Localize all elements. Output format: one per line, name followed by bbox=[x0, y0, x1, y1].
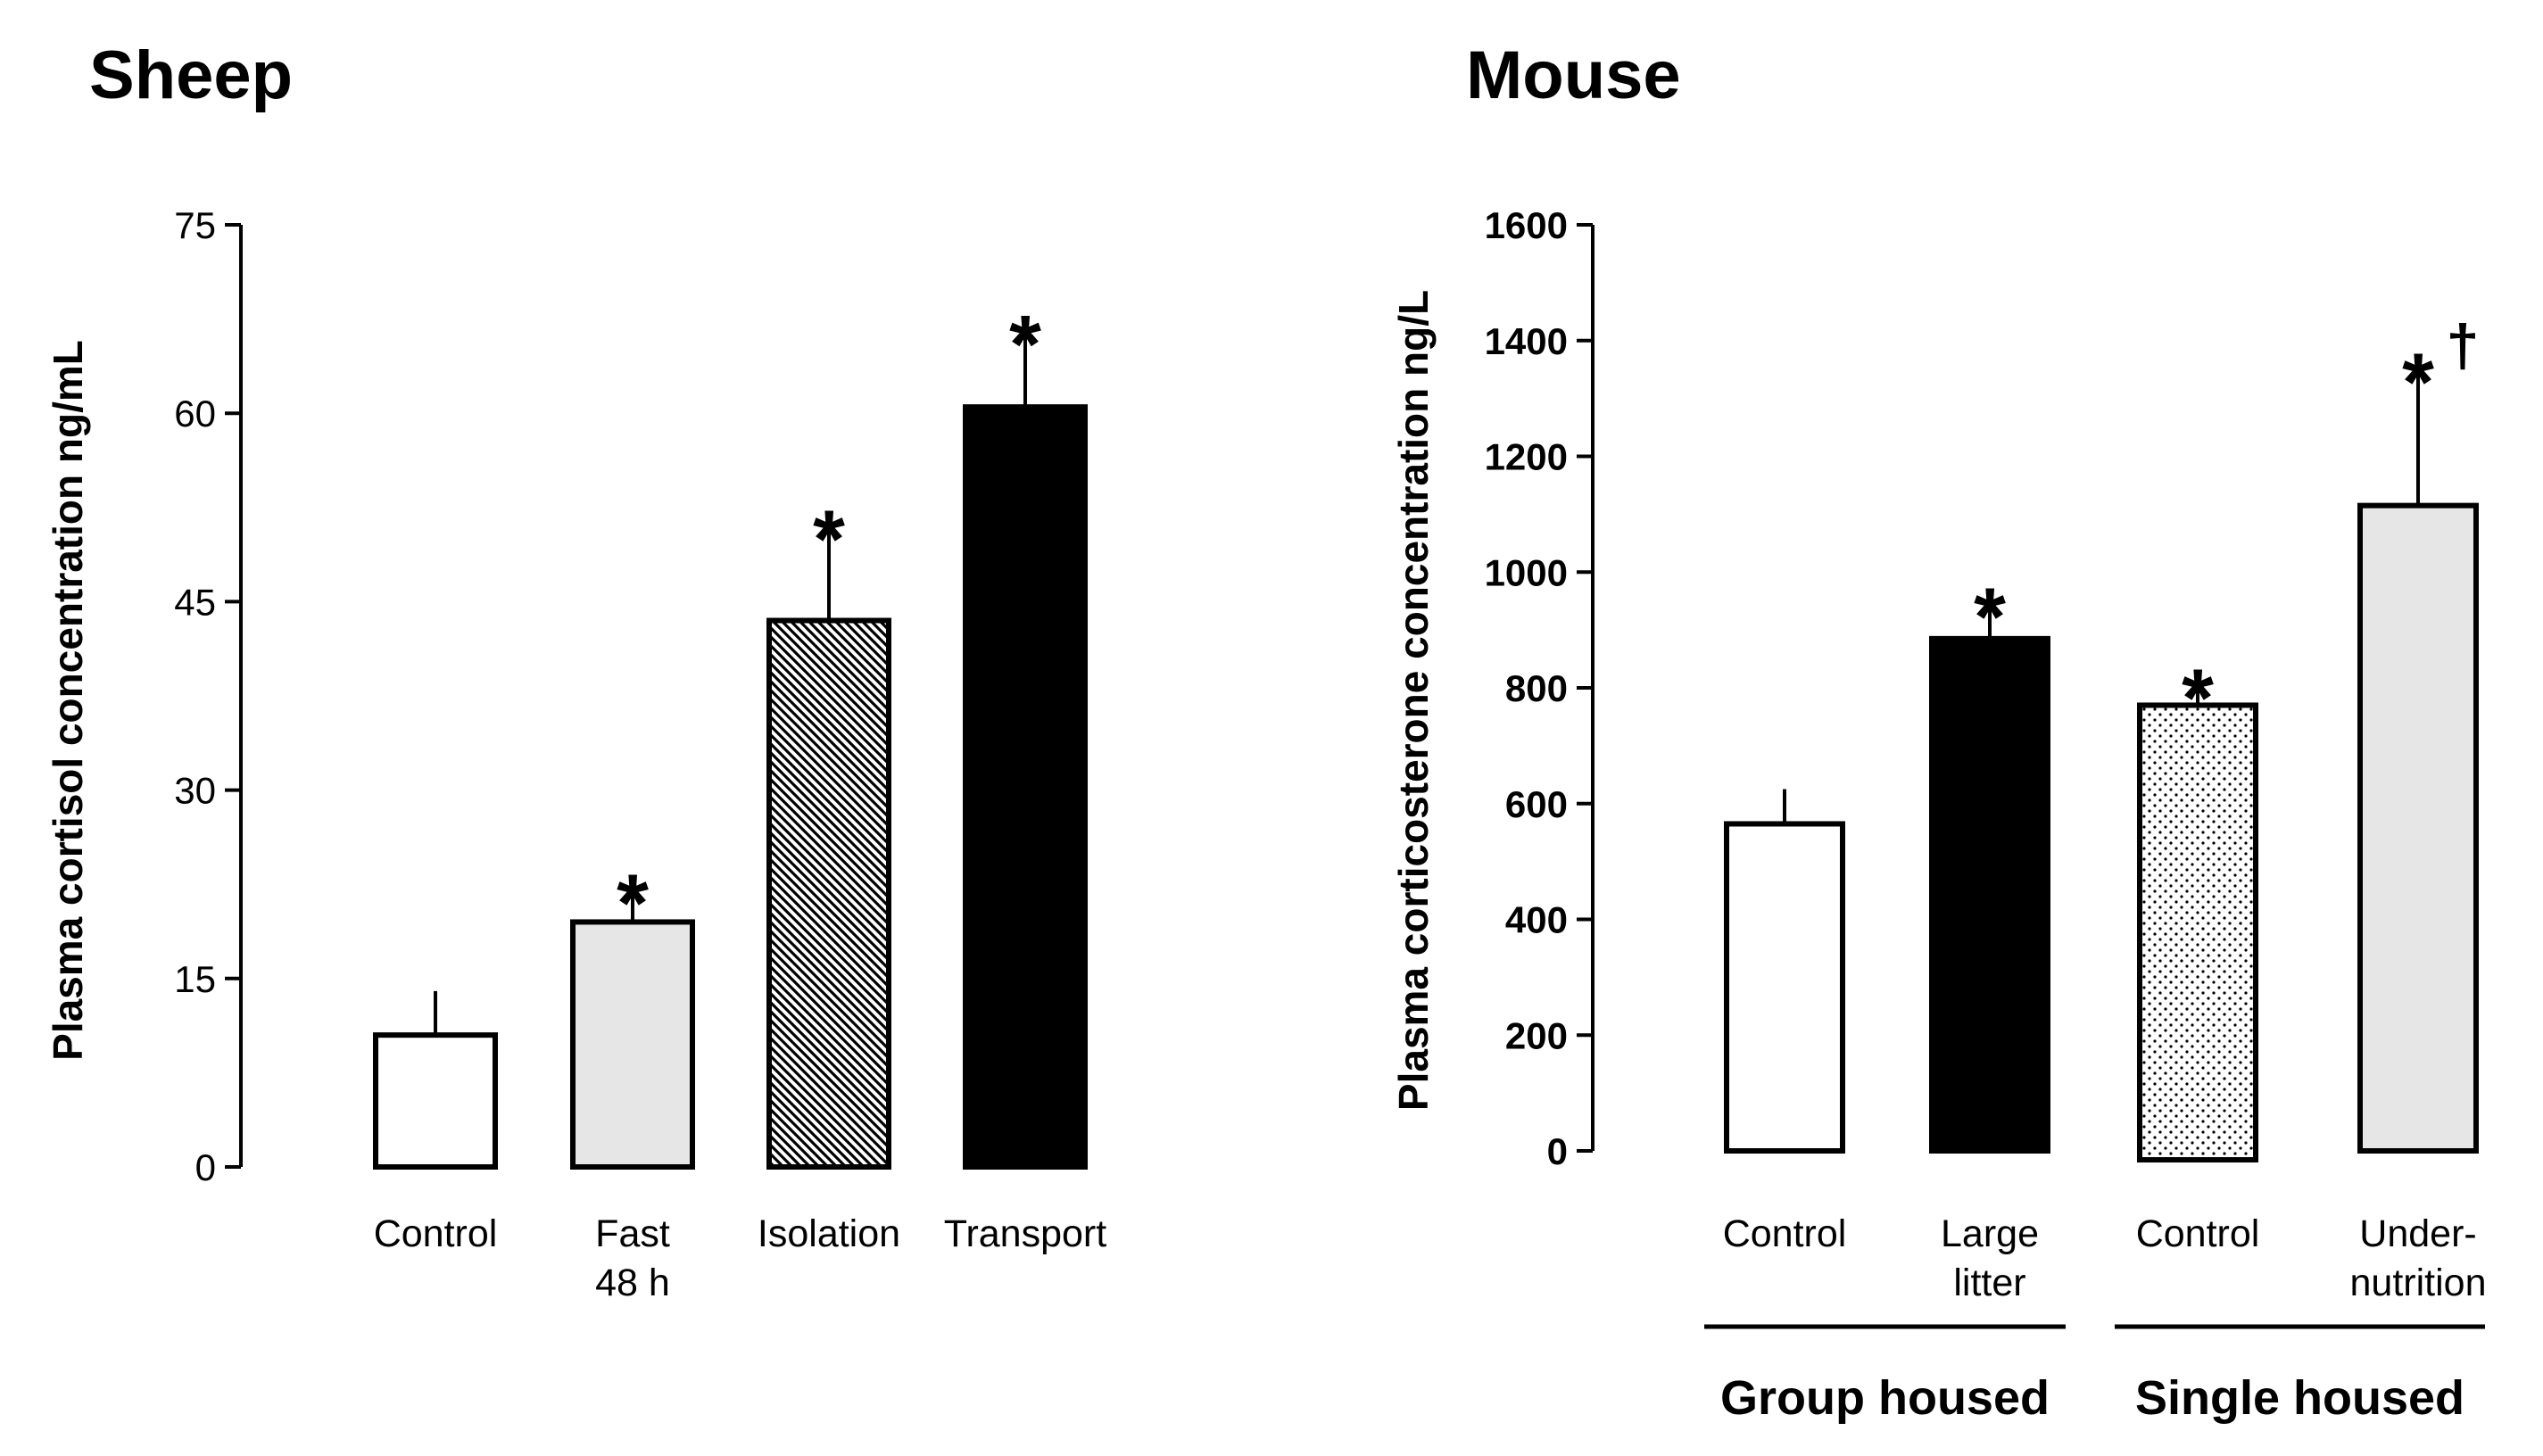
y-tick-label: 400 bbox=[1505, 899, 1568, 941]
x-category-label: Large bbox=[1941, 1212, 2039, 1255]
x-category-label: Control bbox=[2136, 1212, 2260, 1255]
x-category-label-line2: nutrition bbox=[2350, 1262, 2487, 1304]
mouse-panel: Mouse Plasma corticosterone concentratio… bbox=[1390, 37, 2486, 1425]
significance-marker: * bbox=[813, 494, 845, 585]
significance-marker: * bbox=[617, 858, 649, 949]
bar bbox=[2357, 502, 2479, 1154]
group-label: Group housed bbox=[1720, 1371, 2050, 1425]
y-tick-label: 600 bbox=[1505, 783, 1568, 825]
x-category-label-line2: litter bbox=[1953, 1262, 2025, 1304]
significance-marker: * bbox=[1974, 572, 2006, 663]
bar bbox=[1929, 635, 2050, 1154]
x-category-label: Isolation bbox=[758, 1212, 900, 1255]
y-tick-label: 60 bbox=[174, 393, 216, 434]
x-category-label: Transport bbox=[944, 1212, 1106, 1255]
significance-marker: * bbox=[1009, 300, 1041, 391]
bar bbox=[963, 404, 1088, 1171]
y-tick-label: 75 bbox=[174, 204, 216, 246]
bar bbox=[766, 617, 891, 1170]
panel-title: Mouse bbox=[1466, 37, 1681, 113]
mouse-chart-marks: 0 200 400 600 800 1000 1200 1400 1600 Control * Lar… bbox=[1485, 204, 2487, 1425]
sheep-panel: Sheep Plasma cortisol concentration ng/m… bbox=[45, 37, 1106, 1304]
bar bbox=[1724, 821, 1845, 1154]
y-tick-label: 1000 bbox=[1485, 551, 1568, 593]
y-tick-label: 0 bbox=[195, 1146, 216, 1188]
dagger-marker: † bbox=[2447, 312, 2480, 378]
y-tick-label: 1600 bbox=[1485, 204, 1568, 246]
x-category-label-line2: 48 h bbox=[595, 1262, 670, 1304]
y-tick-label: 30 bbox=[174, 770, 216, 812]
y-axis-label: Plasma corticosterone concentration ng/L bbox=[1390, 290, 1437, 1111]
y-tick-label: 45 bbox=[174, 581, 216, 623]
y-tick-label: 0 bbox=[1547, 1130, 1568, 1172]
panel-title: Sheep bbox=[89, 37, 293, 113]
x-category-label: Fast bbox=[595, 1212, 670, 1255]
significance-marker: * bbox=[2402, 337, 2434, 428]
bar bbox=[570, 919, 695, 1170]
y-tick-label: 200 bbox=[1505, 1014, 1568, 1056]
y-tick-label: 1200 bbox=[1485, 436, 1568, 478]
y-tick-label: 15 bbox=[174, 958, 216, 1000]
y-axis-label: Plasma cortisol concentration ng/mL bbox=[45, 340, 91, 1061]
bar bbox=[2137, 702, 2258, 1163]
sheep-chart-marks: 0 15 30 45 60 75 Control * Fast 48 h * Isolation * Tr… bbox=[174, 204, 1106, 1304]
group-label: Single housed bbox=[2135, 1371, 2464, 1425]
bar bbox=[373, 1032, 498, 1171]
y-tick-label: 1400 bbox=[1485, 320, 1568, 362]
x-category-label: Control bbox=[374, 1212, 498, 1255]
x-category-label: Under- bbox=[2359, 1212, 2476, 1255]
y-tick-label: 800 bbox=[1505, 667, 1568, 709]
significance-marker: * bbox=[2182, 653, 2214, 744]
x-category-label: Control bbox=[1723, 1212, 1847, 1255]
